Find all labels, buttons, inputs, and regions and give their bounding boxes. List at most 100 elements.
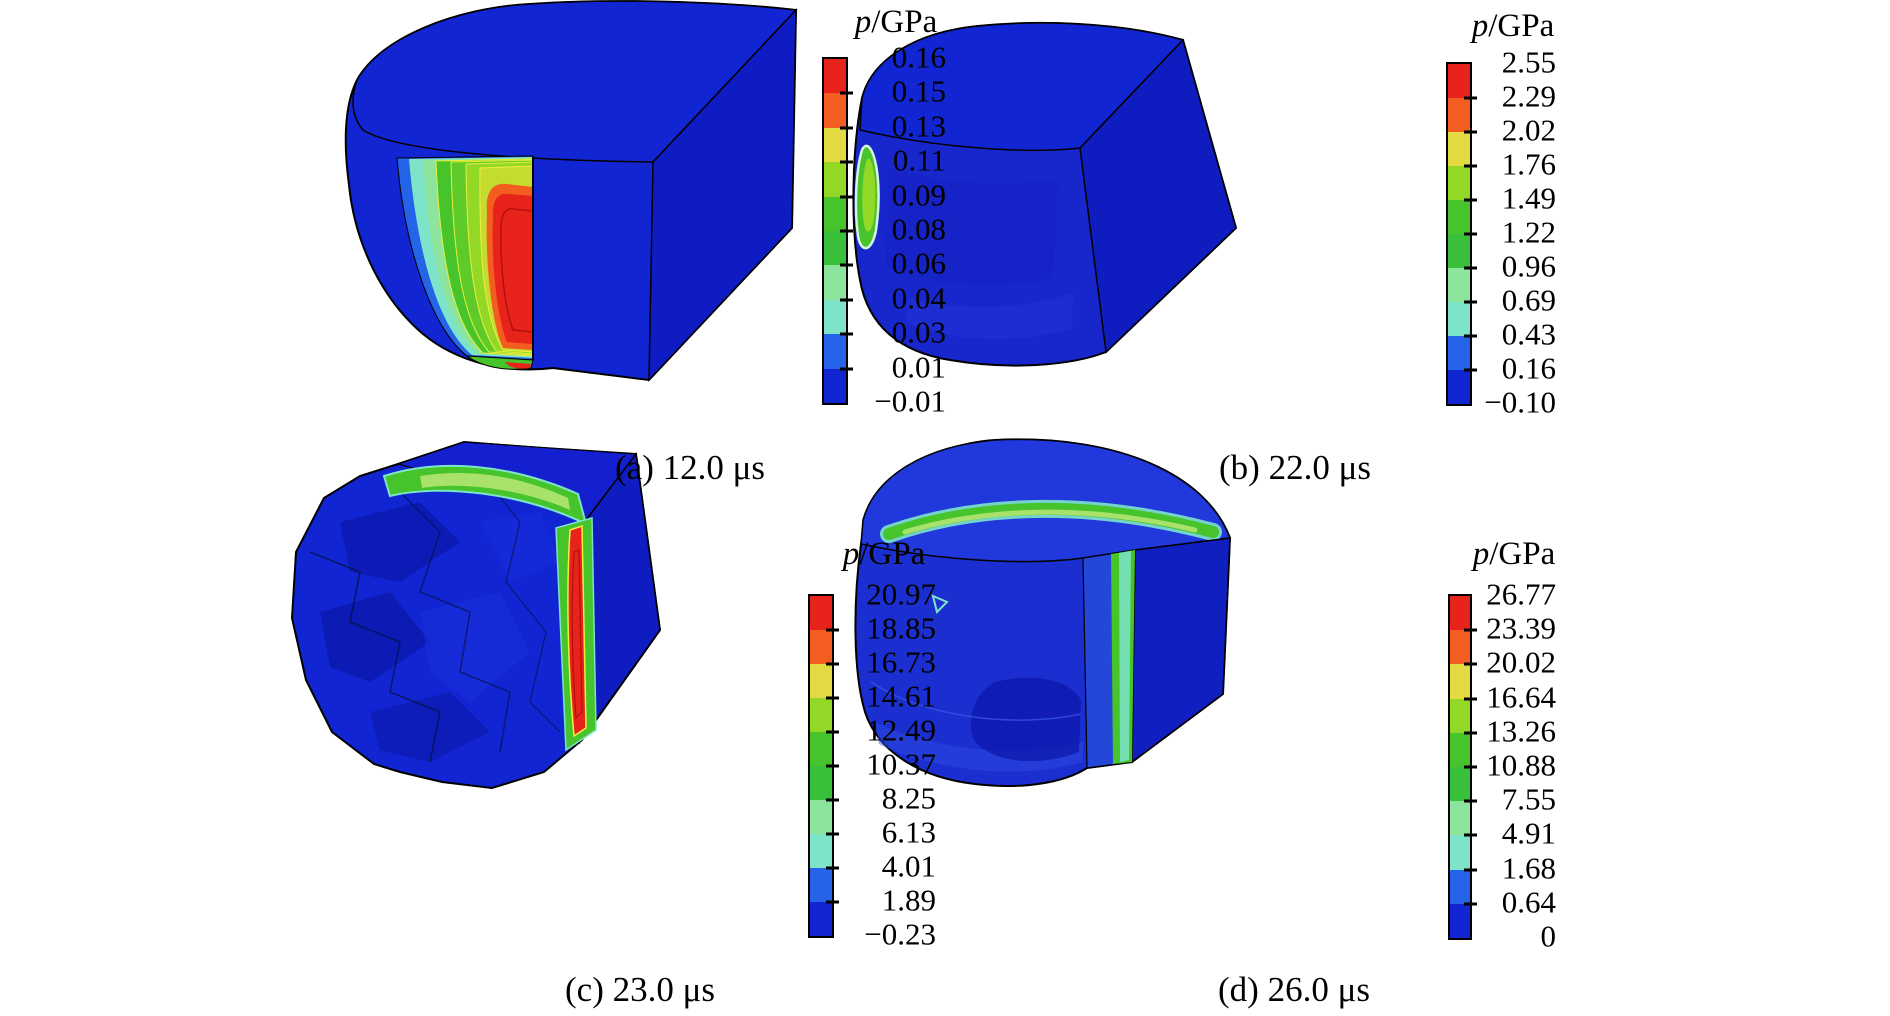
colorbar-segment <box>810 596 832 630</box>
specimen-3d-view-d <box>854 438 1232 787</box>
colorbar-segment <box>1450 664 1470 699</box>
colorbar-tick <box>840 298 853 302</box>
colorbar-tick-label: 1.89 <box>881 882 936 918</box>
colorbar-segment <box>824 368 846 404</box>
colorbar-tick <box>840 126 853 130</box>
pressure-symbol: p <box>842 536 860 572</box>
colorbar-tick-label: 8.25 <box>881 780 936 816</box>
colorbar-tick <box>1464 662 1477 666</box>
colorbar-d: p/GPa 26.77 23.39 20.02 16.64 13.26 10.88 7.55… <box>1448 536 1556 952</box>
colorbar-tick-label: 0.01 <box>891 349 946 385</box>
colorbar-tick-label: −0.01 <box>874 383 946 419</box>
pressure-hotspot-edge <box>1111 550 1135 764</box>
colorbar-segment <box>824 162 846 197</box>
colorbar-segment <box>1450 698 1470 733</box>
colorbar-segment <box>1450 801 1470 836</box>
pressure-unit: /GPa <box>1489 536 1556 572</box>
colorbar-segment <box>810 766 832 800</box>
colorbar-tick <box>840 263 853 267</box>
colorbar-bar <box>808 594 839 938</box>
contour-speck <box>931 594 949 614</box>
colorbar-tick <box>1464 902 1477 906</box>
colorbar-segment <box>1448 132 1470 166</box>
colorbar-tick <box>1464 232 1477 236</box>
colorbar-tick-label: 10.88 <box>1486 747 1556 783</box>
colorbar-segment <box>1450 903 1470 939</box>
shading-patch <box>886 168 1058 287</box>
pressure-hotspot <box>382 464 597 752</box>
caption-a: (a) 12.0 μs <box>615 448 765 487</box>
colorbar-tick-label: 16.64 <box>1486 679 1556 715</box>
colorbar-segment <box>1448 64 1470 98</box>
colorbar-segment <box>1448 370 1470 404</box>
colorbar-segment <box>1450 732 1470 768</box>
colorbar-tick <box>1464 628 1477 632</box>
colorbar-tick <box>1464 731 1477 735</box>
colorbar-tick-label: 0.04 <box>891 280 946 316</box>
colorbar-tick <box>1464 300 1477 304</box>
colorbar-tick <box>1464 697 1477 701</box>
colorbar-tick-label: 2.29 <box>1501 78 1556 114</box>
colorbar-tick <box>1464 130 1477 134</box>
colorbar-tick-label: 13.26 <box>1486 713 1556 749</box>
colorbar-tick <box>826 696 839 700</box>
colorbar-segment <box>810 902 832 936</box>
specimen-diametral-face <box>648 8 797 382</box>
colorbar-tick <box>826 764 839 768</box>
colorbar-tick <box>1464 334 1477 338</box>
colorbar-tick-label: 10.37 <box>866 746 936 782</box>
colorbar-tick-label: −0.23 <box>864 916 936 952</box>
colorbar-tick <box>1464 164 1477 168</box>
pressure-symbol: p <box>1472 536 1490 572</box>
caption-c: (c) 23.0 μs <box>565 970 715 1009</box>
colorbar-tick-label: 0.69 <box>1501 282 1556 318</box>
colorbar-tick-label: 4.01 <box>881 848 936 884</box>
colorbar-tick <box>840 91 853 95</box>
caption-d: (d) 26.0 μs <box>1218 970 1370 1009</box>
colorbar-segment <box>1448 166 1470 200</box>
colorbar-tick <box>826 900 839 904</box>
colorbar-labels: 2.55 2.29 2.02 1.76 1.49 1.22 0.96 0.69 0.43 0.16… <box>1470 47 1556 418</box>
colorbar-tick-label: 0.15 <box>891 73 946 109</box>
colorbar-tick-label: 0.16 <box>1501 350 1556 386</box>
colorbar-tick-label: 0.09 <box>891 177 946 213</box>
colorbar-tick-label: 2.55 <box>1501 44 1556 80</box>
specimen-3d-view-b <box>852 21 1238 367</box>
colorbar-segment <box>824 127 846 163</box>
specimen-top-face <box>352 0 798 163</box>
pressure-hotspot <box>854 144 880 250</box>
colorbar-tick-label: −0.10 <box>1484 384 1556 420</box>
colorbar-tick <box>826 628 839 632</box>
contour-line <box>870 681 1082 721</box>
colorbar-segment <box>824 265 846 300</box>
colorbar-segment <box>810 698 832 732</box>
colorbar-tick-label: 16.73 <box>866 644 936 680</box>
specimen-3d-view-c <box>290 440 662 790</box>
colorbar-labels: 26.77 23.39 20.02 16.64 13.26 10.88 7.55 4.91 1.… <box>1472 579 1556 952</box>
colorbar-segment <box>824 93 846 128</box>
colorbar-title: p/GPa <box>846 4 946 40</box>
caption-b: (b) 22.0 μs <box>1219 448 1371 487</box>
colorbar-segment <box>1448 98 1470 132</box>
colorbar-tick-label: 0 <box>1540 918 1557 954</box>
colorbar-segment <box>810 732 832 766</box>
colorbar-tick-label: 1.68 <box>1501 850 1556 886</box>
colorbar-tick-label: 0.13 <box>891 108 946 144</box>
colorbar-tick-label: 0.03 <box>891 314 946 350</box>
colorbar-segment <box>810 664 832 698</box>
specimen-diametral-face <box>1131 537 1231 764</box>
colorbar-tick-label: 14.61 <box>866 678 936 714</box>
colorbar-b: p/GPa 2.55 2.29 2.02 1.76 1.49 1.22 0.96 0.69 0.… <box>1446 8 1556 418</box>
colorbar-segment <box>810 834 832 868</box>
colorbar-tick <box>826 832 839 836</box>
colorbar-tick-label: 2.02 <box>1501 112 1556 148</box>
colorbar-tick <box>840 160 853 164</box>
colorbar-segment <box>810 630 832 664</box>
colorbar-tick <box>826 730 839 734</box>
colorbar-tick-label: 0.06 <box>891 245 946 281</box>
colorbar-tick <box>1464 266 1477 270</box>
colorbar-tick <box>1464 198 1477 202</box>
specimen-3d-view-a <box>344 0 798 382</box>
pressure-hotspot-top <box>880 499 1222 543</box>
colorbar-segment <box>1450 835 1470 870</box>
